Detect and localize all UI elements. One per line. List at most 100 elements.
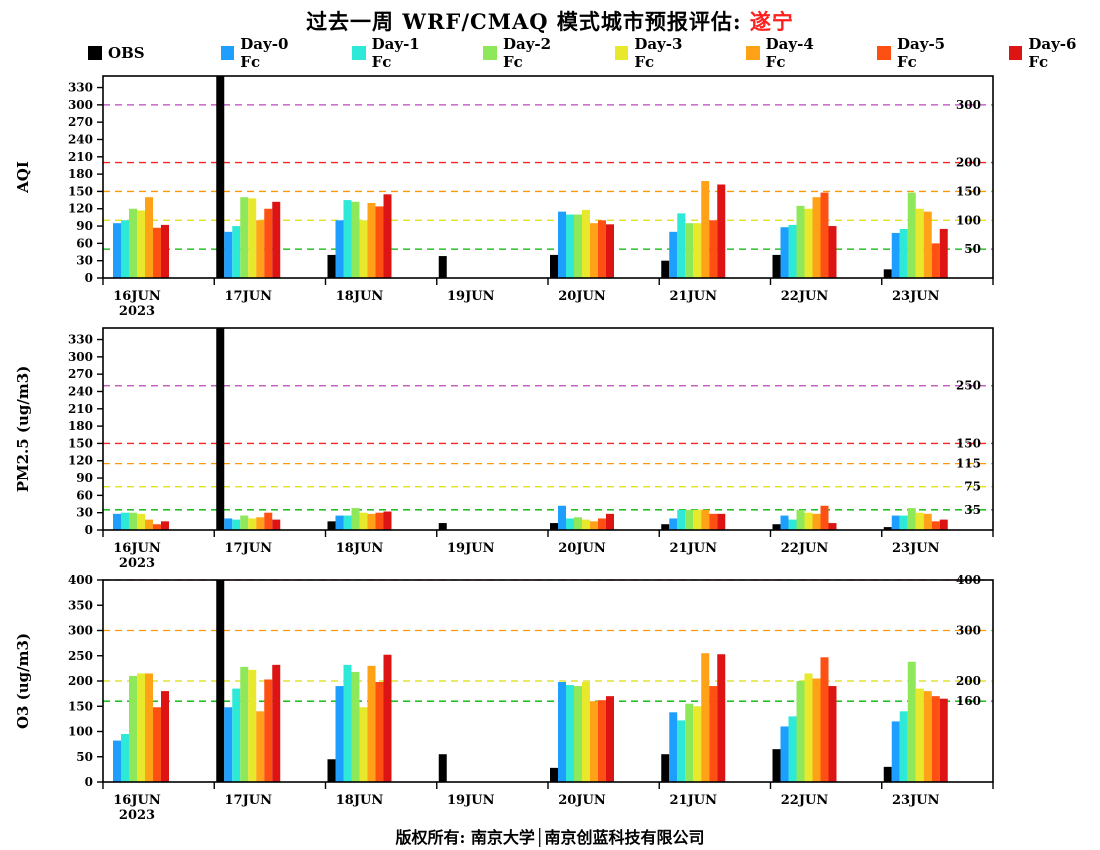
- bar: [351, 508, 360, 530]
- bar: [256, 517, 265, 530]
- x-tick-label: 16JUN: [113, 289, 161, 304]
- bar: [590, 521, 598, 530]
- bar: [780, 515, 789, 530]
- y-tick-label: 350: [68, 598, 93, 612]
- x-tick-label: 23JUN: [892, 541, 940, 556]
- y-tick-label: 400: [68, 573, 93, 587]
- bar: [685, 223, 694, 278]
- legend-item: Day-3 Fc: [614, 35, 706, 71]
- y-tick-label: 50: [76, 750, 93, 764]
- bar: [804, 673, 813, 782]
- bar: [907, 508, 916, 530]
- bar: [606, 224, 614, 278]
- bar: [828, 686, 837, 782]
- y-tick-label: 0: [85, 775, 93, 789]
- guide-label: 400: [956, 573, 981, 587]
- bar: [438, 523, 447, 530]
- bar: [367, 202, 376, 278]
- bar: [256, 220, 265, 278]
- guide-label: 160: [956, 694, 981, 708]
- bar: [598, 518, 606, 530]
- bar: [327, 759, 336, 782]
- bar: [669, 712, 678, 782]
- bar: [558, 211, 566, 278]
- bar: [383, 654, 392, 782]
- bar: [137, 513, 145, 530]
- bar: [351, 201, 360, 278]
- y-axis-label: AQI: [14, 161, 32, 194]
- bar: [590, 701, 598, 782]
- y-tick-label: 30: [76, 506, 93, 520]
- bar: [701, 653, 710, 782]
- x-tick-label: 19JUN: [447, 541, 495, 556]
- bar: [923, 211, 932, 278]
- legend-label: Day-4 Fc: [765, 35, 814, 71]
- y-tick-label: 150: [68, 184, 93, 198]
- bar: [931, 521, 940, 530]
- bar: [367, 513, 376, 530]
- bar: [272, 664, 281, 782]
- bar: [780, 726, 789, 782]
- bar: [438, 256, 447, 278]
- bar: [693, 706, 702, 782]
- bar: [661, 260, 670, 278]
- bar: [717, 184, 726, 278]
- y-tick-label: 250: [68, 649, 93, 663]
- guide-label: 115: [956, 457, 981, 471]
- guide-label: 75: [964, 480, 981, 494]
- legend-swatch-icon: [877, 46, 892, 60]
- legend-item: Day-4 Fc: [745, 35, 837, 71]
- bar: [804, 512, 813, 530]
- bar: [812, 197, 821, 278]
- bar: [685, 509, 694, 530]
- bar: [820, 505, 829, 530]
- x-tick-label: 20JUN: [558, 793, 606, 808]
- guide-label: 250: [956, 379, 981, 393]
- page-title-main: 过去一周 WRF/CMAQ 模式城市预报评估:: [306, 9, 742, 34]
- y-tick-label: 180: [68, 167, 93, 181]
- bar: [145, 673, 153, 782]
- bar: [907, 192, 916, 278]
- x-tick-label: 2023: [119, 556, 155, 571]
- y-tick-label: 0: [85, 523, 93, 537]
- bar: [375, 512, 384, 530]
- bar: [153, 227, 161, 278]
- bar: [717, 654, 726, 782]
- page-title-city: 遂宁: [741, 9, 794, 34]
- bar: [351, 671, 360, 782]
- legend-swatch-icon: [1008, 46, 1023, 60]
- bar: [161, 521, 169, 530]
- bar: [232, 519, 241, 530]
- bar: [939, 519, 948, 530]
- bar: [883, 766, 892, 782]
- bar: [701, 181, 710, 278]
- bar: [232, 688, 241, 782]
- bar: [669, 231, 678, 278]
- guide-label: 35: [964, 503, 981, 517]
- x-tick-label: 19JUN: [447, 289, 495, 304]
- legend-swatch-icon: [745, 46, 760, 60]
- bar: [216, 580, 225, 782]
- bar: [256, 711, 265, 782]
- legend-label: Day-0 Fc: [240, 35, 289, 71]
- legend-label: Day-2 Fc: [502, 35, 552, 71]
- legend-item: Day-2 Fc: [483, 35, 574, 71]
- bar: [931, 696, 940, 782]
- y-tick-label: 30: [76, 254, 93, 268]
- bar: [375, 206, 384, 278]
- bar: [820, 657, 829, 782]
- bar: [359, 512, 368, 530]
- y-tick-label: 330: [68, 81, 93, 95]
- bar: [232, 226, 241, 278]
- y-tick-label: 90: [76, 219, 93, 233]
- bar: [248, 518, 257, 530]
- bar: [677, 720, 686, 782]
- x-tick-label: 17JUN: [225, 793, 273, 808]
- bar: [796, 205, 805, 278]
- y-tick-label: 150: [68, 699, 93, 713]
- bar: [161, 224, 169, 278]
- y-tick-label: 240: [68, 132, 93, 146]
- y-axis-label: PM2.5 (ug/m3): [14, 366, 32, 493]
- y-tick-label: 300: [68, 98, 93, 112]
